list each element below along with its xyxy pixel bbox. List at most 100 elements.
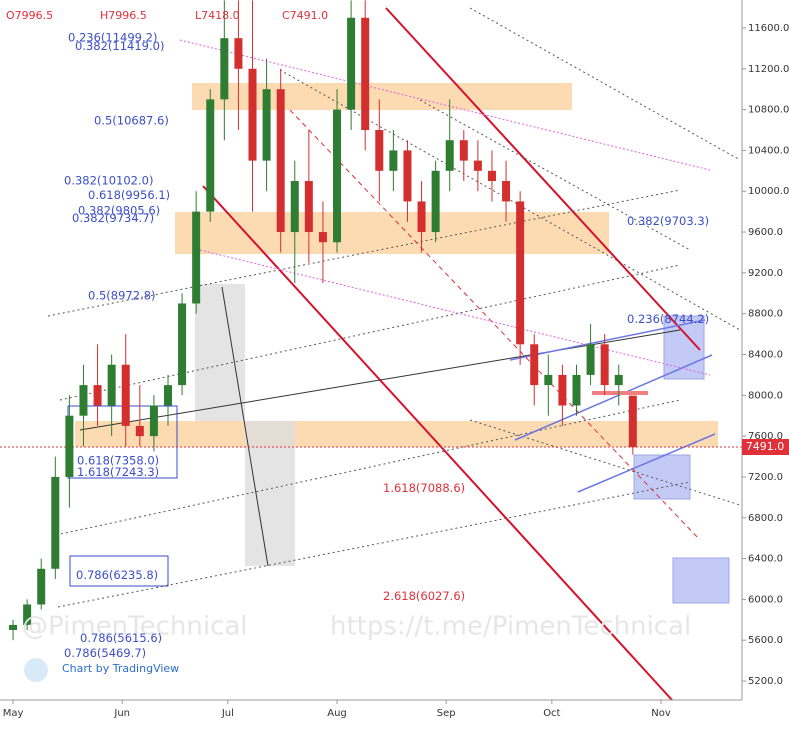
- trend-line: [199, 249, 711, 376]
- candle-body: [262, 89, 271, 161]
- branding: Chart by TradingView: [62, 662, 179, 675]
- fib-label: 0.382(11419.0): [75, 39, 164, 53]
- trend-line: [179, 39, 711, 171]
- fib-label: 0.618(9956.1): [88, 188, 170, 202]
- candle-body: [23, 604, 32, 625]
- fib-label: 0.382(9734.7): [72, 211, 154, 225]
- candle-body: [178, 303, 187, 386]
- fib-label: 0.618(7358.0): [77, 453, 159, 467]
- fib-label: 0.786(5469.7): [64, 646, 146, 660]
- candle-body: [544, 374, 553, 386]
- candle-body: [445, 140, 454, 171]
- candle-body: [431, 170, 440, 233]
- trend-line: [79, 329, 681, 431]
- last-price-tag: [742, 439, 789, 455]
- x-tick-label: Oct: [543, 708, 560, 719]
- ohlc-close: C7491.0: [282, 9, 328, 22]
- range-box: [195, 284, 245, 421]
- ohlc-high: H7996.5: [100, 9, 147, 22]
- fib-label: 0.382(9805.6): [78, 204, 160, 218]
- candle-body: [304, 181, 313, 233]
- fib-label: 0.5(10687.6): [94, 114, 169, 128]
- candle-body: [276, 89, 285, 233]
- y-tick-label: 8000.0: [748, 390, 783, 401]
- trend-line: [577, 433, 716, 493]
- y-tick-label: 11200.0: [748, 64, 789, 75]
- candle-body: [375, 130, 384, 171]
- candle-body: [572, 374, 581, 406]
- ohlc-low: L7418.0: [195, 9, 240, 22]
- candle-body: [135, 425, 144, 437]
- fib-label: 0.236(8744.2): [627, 312, 709, 326]
- candle-body: [234, 38, 243, 69]
- y-tick-label: 7600.0: [748, 431, 783, 442]
- target-box: [672, 557, 730, 604]
- y-tick-label: 5200.0: [748, 676, 783, 687]
- y-tick-label: 10800.0: [748, 105, 789, 116]
- candle-body: [403, 150, 412, 202]
- x-tick-label: May: [3, 708, 24, 719]
- candle-body: [389, 150, 398, 171]
- candle-body: [9, 624, 18, 630]
- trend-lines: [47, 7, 741, 608]
- fib-label: 0.382(9703.3): [627, 214, 709, 228]
- candle-body: [65, 415, 74, 477]
- candle-body: [614, 374, 623, 386]
- y-tick-label: 10000.0: [748, 186, 789, 197]
- candle-body: [586, 344, 595, 375]
- last-price-label: 7491.0: [746, 440, 785, 453]
- candle-body: [318, 232, 327, 243]
- candle-body: [149, 405, 158, 437]
- y-tick-label: 8400.0: [748, 349, 783, 360]
- candle-body: [79, 385, 88, 416]
- fib-label: 1.618(7088.6): [383, 481, 465, 495]
- candle-body: [248, 68, 257, 161]
- x-tick-label: Nov: [651, 708, 671, 719]
- ohlc-open: O7996.5: [6, 9, 53, 22]
- y-tick-label: 5600.0: [748, 635, 783, 646]
- x-tick-label: Jun: [113, 708, 130, 719]
- y-tick-label: 7200.0: [748, 472, 783, 483]
- fib-label: 2.618(6027.6): [383, 589, 465, 603]
- y-tick-label: 10400.0: [748, 145, 789, 156]
- candle-body: [417, 201, 426, 233]
- fib-box: [69, 555, 169, 587]
- candle-body: [333, 109, 342, 243]
- candle-body: [51, 476, 60, 569]
- fib-label: 0.786(5615.6): [80, 631, 162, 645]
- candle-body: [93, 385, 102, 406]
- y-tick-label: 6800.0: [748, 513, 783, 524]
- y-tick-label: 9200.0: [748, 268, 783, 279]
- candle-body: [361, 17, 370, 130]
- y-tick-label: 6000.0: [748, 594, 783, 605]
- target-box: [633, 454, 691, 500]
- y-tick-label: 8800.0: [748, 309, 783, 320]
- channel: [202, 7, 701, 701]
- y-tick-label: 11600.0: [748, 23, 789, 34]
- fib-label: 0.786(6235.8): [76, 568, 158, 582]
- x-tick-label: Sep: [437, 708, 456, 719]
- watermark: https://t.me/PimenTechnical: [330, 612, 691, 642]
- candle-body: [502, 181, 511, 202]
- y-tick-label: 9600.0: [748, 227, 783, 238]
- logo: [24, 658, 48, 682]
- candle-body: [487, 170, 496, 182]
- x-tick-label: Aug: [327, 708, 347, 719]
- candle-body: [290, 181, 299, 233]
- candle-body: [192, 211, 201, 304]
- measure-arrow: [221, 286, 269, 567]
- candle-body: [516, 201, 525, 345]
- candle-body: [220, 38, 229, 100]
- fib-label: 0.382(10102.0): [64, 173, 153, 187]
- candle-body: [347, 17, 356, 110]
- candle-body: [628, 395, 637, 448]
- watermark: @PimenTechnical: [22, 612, 248, 642]
- candle-body: [121, 364, 130, 426]
- candle-body: [530, 344, 539, 386]
- trend-line: [289, 109, 701, 541]
- candle-body: [107, 364, 116, 406]
- trend-line: [509, 319, 706, 361]
- candle-body: [600, 344, 609, 386]
